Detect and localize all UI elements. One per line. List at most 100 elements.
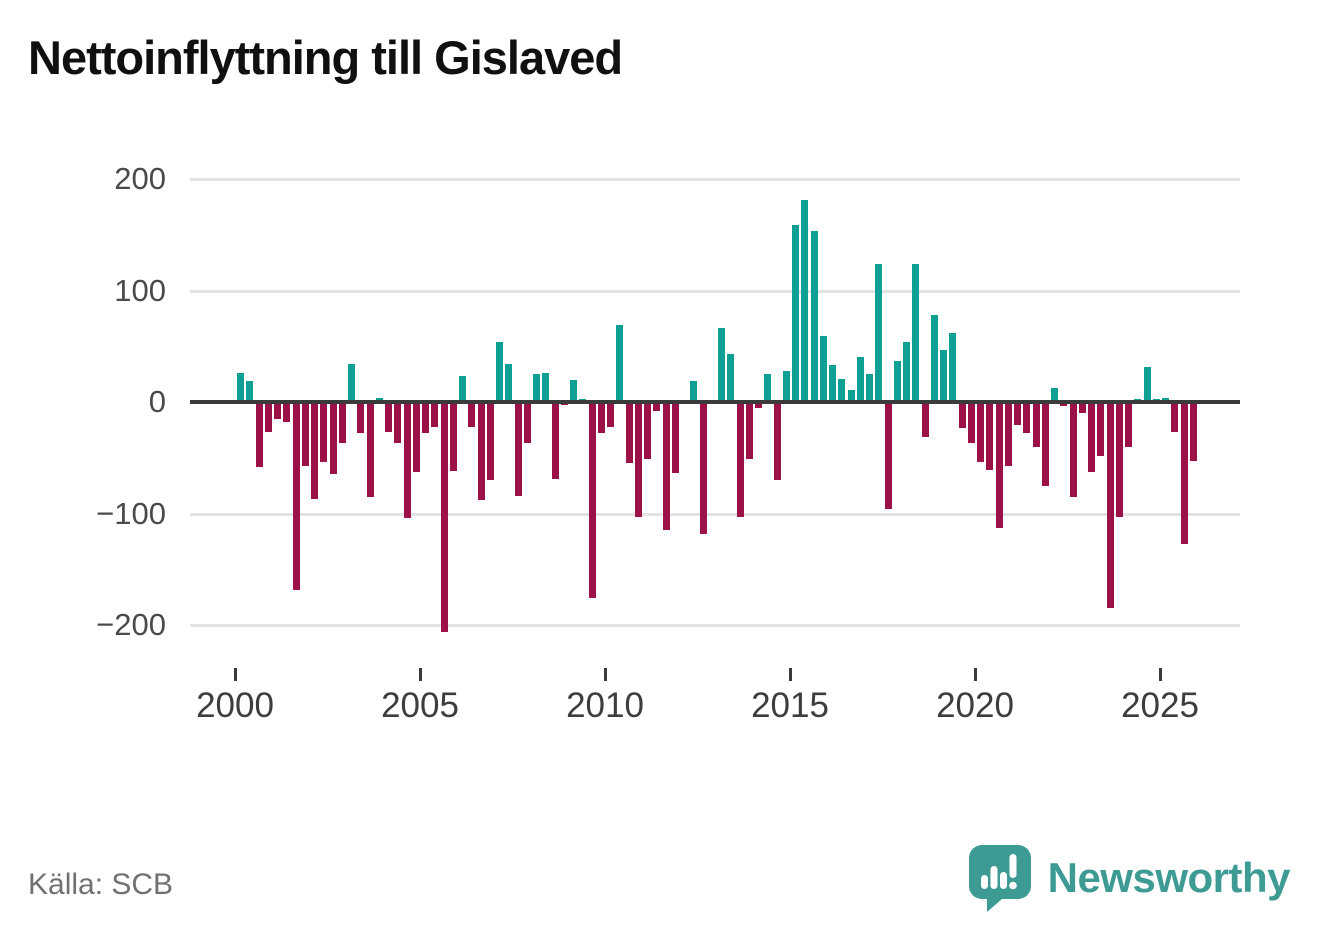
gridline--100	[190, 512, 1240, 516]
bar-2019Q1	[940, 349, 947, 402]
logo-exclamation-dot	[1008, 881, 1017, 890]
bar-2023Q3	[1106, 402, 1114, 609]
bar-2009Q1	[570, 379, 577, 402]
bar-2014Q4	[782, 370, 790, 402]
newsworthy-logo-icon	[968, 845, 1031, 912]
bar-2013Q1	[718, 328, 725, 402]
bar-2020Q2	[986, 402, 994, 470]
x-axis-tick-2025	[1158, 668, 1162, 681]
newsworthy-wordmark: Newsworthy	[1047, 854, 1291, 901]
bar-2019Q4	[967, 402, 975, 444]
bar-2010Q1	[607, 402, 614, 427]
bar-2023Q2	[1097, 402, 1105, 456]
bar-2021Q1	[1014, 402, 1021, 426]
bar-2015Q1	[792, 224, 799, 402]
bar-2009Q4	[597, 402, 605, 434]
bar-2000Q1	[237, 373, 244, 402]
bar-2021Q4	[1041, 402, 1049, 486]
bar-2003Q1	[348, 364, 355, 402]
bar-2025Q3	[1180, 402, 1188, 544]
gridline--200	[190, 624, 1240, 627]
x-axis-tick-2020	[973, 668, 977, 681]
bar-2011Q1	[644, 402, 651, 459]
bar-2007Q4	[523, 402, 531, 444]
bar-2014Q2	[764, 374, 772, 402]
x-axis-label-2025: 2025	[1121, 686, 1199, 725]
bar-2001Q2	[283, 402, 291, 423]
bar-2019Q2	[949, 332, 957, 402]
bar-2006Q1	[459, 376, 466, 402]
bar-2001Q4	[301, 402, 309, 466]
bar-2003Q4	[375, 397, 383, 402]
bar-2018Q3	[921, 402, 929, 437]
bar-2010Q3	[625, 402, 633, 464]
bar-2009Q3	[588, 402, 596, 599]
logo-bar-1	[980, 875, 988, 889]
bar-2002Q1	[311, 402, 318, 499]
bar-2020Q4	[1004, 402, 1012, 466]
bar-2018Q4	[930, 315, 938, 402]
logo-bar-2	[990, 866, 998, 889]
bar-2018Q2	[912, 263, 920, 402]
x-axis-tick-2010	[603, 668, 607, 681]
newsworthy-brand: Newsworthy	[968, 842, 1291, 914]
bar-2017Q1	[866, 374, 873, 402]
y-axis-label--100: −100	[96, 495, 166, 531]
bar-2006Q3	[477, 402, 485, 501]
bar-2013Q3	[736, 402, 744, 517]
bar-2008Q3	[551, 402, 559, 479]
bar-2017Q2	[875, 263, 883, 402]
bar-2015Q2	[801, 200, 809, 402]
y-axis-label-200: 200	[114, 161, 166, 196]
bar-2022Q4	[1078, 402, 1086, 414]
bar-2015Q4	[819, 336, 827, 402]
bar-2000Q4	[264, 402, 272, 433]
bar-2016Q3	[847, 389, 855, 402]
zero-axis-line	[190, 400, 1240, 404]
y-axis-label-100: 100	[114, 272, 166, 308]
y-axis-label--200: −200	[96, 607, 166, 642]
bar-2020Q3	[995, 402, 1003, 528]
bar-2011Q2	[653, 402, 661, 411]
logo-exclamation-bar	[1009, 854, 1017, 878]
x-axis-tick-2005	[418, 668, 422, 681]
bar-2007Q2	[505, 364, 513, 402]
bar-2018Q1	[903, 341, 910, 402]
bar-2024Q3	[1143, 367, 1151, 402]
bar-2007Q1	[496, 341, 503, 402]
bar-2007Q3	[514, 402, 522, 496]
bar-2019Q3	[958, 402, 966, 428]
x-axis-label-2010: 2010	[566, 686, 644, 725]
bar-2012Q2	[690, 380, 698, 402]
bar-2016Q2	[838, 378, 846, 402]
bar-2020Q1	[977, 402, 984, 463]
bar-2003Q3	[366, 402, 374, 497]
bar-2001Q3	[292, 402, 300, 591]
bar-2004Q4	[412, 402, 420, 473]
bar-2004Q3	[403, 402, 411, 518]
bar-2024Q1	[1125, 402, 1132, 447]
bar-2022Q2	[1060, 402, 1068, 407]
chart-title: Nettoinflyttning till Gislaved	[28, 31, 623, 84]
bar-2022Q1	[1051, 387, 1058, 402]
bar-2012Q3	[699, 402, 707, 534]
bar-2017Q3	[884, 402, 892, 510]
bar-2014Q3	[773, 402, 781, 481]
bar-2023Q1	[1088, 402, 1095, 473]
bar-2006Q2	[468, 402, 476, 427]
bar-2025Q4	[1189, 402, 1197, 462]
bar-2013Q2	[727, 354, 735, 402]
bar-2017Q4	[893, 360, 901, 402]
bar-2006Q4	[486, 402, 494, 481]
bar-2010Q2	[616, 325, 624, 402]
bar-2014Q1	[755, 402, 762, 408]
bar-2004Q2	[394, 402, 402, 444]
bar-2021Q3	[1032, 402, 1040, 447]
bar-2000Q2	[246, 380, 254, 402]
bar-2005Q4	[449, 402, 457, 472]
bar-2011Q4	[671, 402, 679, 474]
bar-2025Q1	[1162, 397, 1169, 402]
bar-2013Q4	[745, 402, 753, 459]
